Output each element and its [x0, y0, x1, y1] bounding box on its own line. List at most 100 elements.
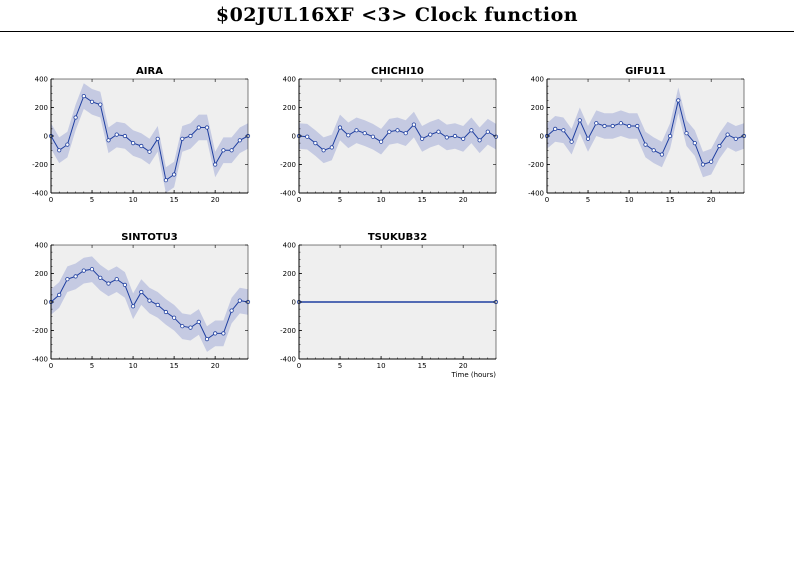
data-point [436, 129, 441, 134]
x-tick-label: 15 [418, 196, 427, 204]
y-tick-label: -400 [528, 190, 544, 198]
x-tick-label: 20 [707, 196, 716, 204]
y-tick-label: 0 [292, 299, 296, 307]
data-point [221, 148, 226, 153]
data-point [229, 308, 234, 313]
error-band [51, 256, 248, 352]
data-point [709, 159, 714, 164]
data-point [98, 275, 103, 280]
y-tick-label: -400 [32, 356, 48, 364]
data-point [122, 282, 128, 287]
data-point [98, 102, 103, 107]
data-point [180, 324, 185, 329]
data-point [469, 128, 474, 133]
data-point [485, 129, 490, 134]
y-tick-label: 200 [35, 104, 48, 112]
data-point [139, 143, 144, 149]
x-tick-label: 5 [586, 196, 590, 204]
x-tick-label: 5 [338, 196, 342, 204]
data-point [477, 138, 482, 143]
chart-title: CHICHI10 [371, 66, 424, 77]
x-tick-label: 15 [170, 196, 179, 204]
data-point [65, 142, 70, 147]
data-point [122, 133, 128, 139]
y-tick-label: 400 [283, 242, 296, 250]
data-point [321, 148, 326, 153]
data-point [188, 133, 193, 139]
data-point [411, 122, 416, 127]
data-point [594, 121, 599, 126]
data-point [626, 123, 632, 129]
data-point [692, 141, 697, 146]
y-tick-label: -400 [280, 356, 296, 364]
data-point [370, 134, 375, 139]
data-point [667, 133, 673, 139]
x-tick-label: 5 [90, 362, 94, 370]
error-band [51, 83, 248, 193]
x-tick-label: 10 [625, 196, 634, 204]
data-point [717, 143, 722, 149]
chart-title: GIFU11 [625, 66, 666, 77]
data-point [577, 118, 582, 123]
data-point [329, 145, 334, 150]
chart-tsukub32: -400 -200 0 200 400 0 5 10 15 20 TSUKUB32 Time (hou… [280, 232, 499, 379]
y-tick-label: -200 [280, 327, 296, 335]
data-point [57, 148, 62, 153]
data-point [419, 136, 425, 141]
data-point [618, 121, 624, 126]
data-point [114, 132, 119, 137]
y-tick-label: 0 [44, 299, 48, 307]
y-tick-label: 0 [44, 133, 48, 141]
data-point [354, 128, 359, 133]
data-point [204, 336, 210, 342]
data-point [725, 132, 730, 137]
data-point [610, 123, 615, 129]
data-point [172, 172, 177, 177]
data-point [155, 136, 160, 141]
error-band [299, 111, 496, 164]
data-point [346, 133, 351, 138]
x-tick-label: 0 [49, 362, 53, 370]
data-point [643, 142, 648, 147]
y-tick-label: 400 [35, 242, 48, 250]
data-point [196, 125, 201, 130]
y-tick-label: 0 [292, 133, 296, 141]
data-point [237, 298, 242, 303]
data-point [131, 304, 136, 309]
y-tick-label: 200 [283, 104, 296, 112]
error-band [547, 87, 744, 178]
data-point [65, 277, 70, 282]
data-point [651, 148, 656, 153]
chart-chichi10: -400 -200 0 200 400 0 5 10 15 20 CHICHI10 [280, 66, 499, 204]
page-title: $02JUL16XF <3> Clock function [215, 4, 579, 26]
data-point [213, 331, 218, 336]
data-point [106, 281, 111, 286]
x-tick-label: 15 [666, 196, 675, 204]
chart-gifu11: -400 -200 0 200 400 0 5 10 15 20 GIFU11 [528, 66, 747, 204]
data-point [585, 136, 591, 141]
data-point [81, 268, 86, 273]
data-point [444, 135, 449, 140]
data-point [237, 138, 242, 143]
data-point [139, 289, 144, 295]
data-point [155, 302, 160, 307]
data-point [57, 292, 62, 297]
y-tick-label: -200 [32, 327, 48, 335]
data-point [387, 129, 392, 134]
data-point [313, 141, 318, 146]
y-tick-label: -200 [528, 161, 544, 169]
data-point [378, 139, 384, 144]
data-point [131, 141, 136, 146]
chart-title: TSUKUB32 [368, 232, 427, 243]
data-point [569, 139, 574, 144]
x-tick-label: 20 [211, 362, 220, 370]
data-point [305, 134, 310, 139]
data-point [81, 94, 86, 99]
data-point [73, 115, 78, 120]
data-point [163, 309, 168, 315]
x-tick-label: 5 [90, 196, 94, 204]
y-tick-label: 400 [35, 76, 48, 84]
data-point [89, 99, 95, 104]
x-tick-label: 0 [297, 196, 301, 204]
data-point [395, 128, 400, 133]
